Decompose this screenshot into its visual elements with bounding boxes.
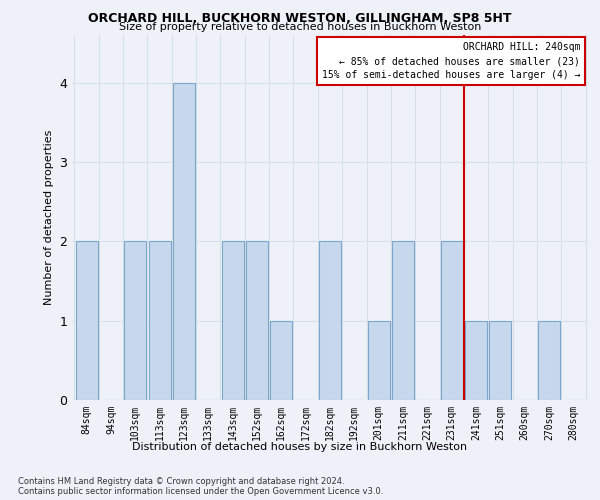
Text: Distribution of detached houses by size in Buckhorn Weston: Distribution of detached houses by size …: [133, 442, 467, 452]
Bar: [538, 320, 560, 400]
Bar: [221, 242, 244, 400]
Bar: [271, 320, 292, 400]
Bar: [465, 320, 487, 400]
Text: Size of property relative to detached houses in Buckhorn Weston: Size of property relative to detached ho…: [119, 22, 481, 32]
Bar: [319, 242, 341, 400]
Text: ORCHARD HILL: 240sqm
← 85% of detached houses are smaller (23)
15% of semi-detac: ORCHARD HILL: 240sqm ← 85% of detached h…: [322, 42, 580, 80]
Bar: [124, 242, 146, 400]
Text: Contains HM Land Registry data © Crown copyright and database right 2024.: Contains HM Land Registry data © Crown c…: [18, 478, 344, 486]
Bar: [441, 242, 463, 400]
Bar: [76, 242, 98, 400]
Bar: [392, 242, 414, 400]
Text: Contains public sector information licensed under the Open Government Licence v3: Contains public sector information licen…: [18, 488, 383, 496]
Bar: [368, 320, 389, 400]
Text: ORCHARD HILL, BUCKHORN WESTON, GILLINGHAM, SP8 5HT: ORCHARD HILL, BUCKHORN WESTON, GILLINGHA…: [88, 12, 512, 26]
Bar: [173, 82, 195, 400]
Bar: [149, 242, 170, 400]
Y-axis label: Number of detached properties: Number of detached properties: [44, 130, 53, 305]
Bar: [490, 320, 511, 400]
Bar: [246, 242, 268, 400]
